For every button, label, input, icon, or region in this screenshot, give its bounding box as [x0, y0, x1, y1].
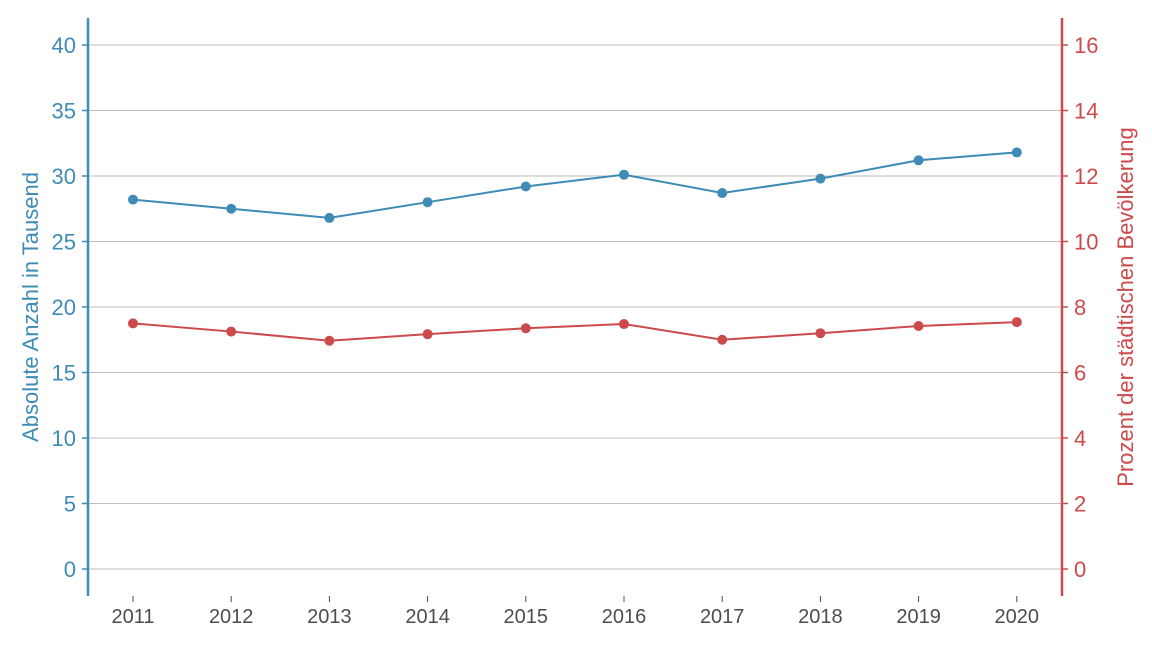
- data-point-percent: [128, 318, 138, 329]
- left-tick-label: 5: [64, 492, 76, 517]
- x-tick-labels: 2011 2012 2013 2014 2015 2016 2017 2018 2019 2020: [111, 596, 1039, 628]
- left-y-tick-labels: 0 5 10 15 20 25 30 35 40: [52, 33, 88, 582]
- data-point-absolute-count: [128, 194, 138, 205]
- data-point-absolute-count: [422, 197, 433, 208]
- data-point-absolute-count: [226, 203, 237, 214]
- data-point-percent: [520, 323, 531, 334]
- left-y-axis-title: Absolute Anzahl in Tausend: [18, 172, 43, 442]
- x-tick-label: 2015: [504, 606, 549, 628]
- x-tick-label: 2017: [700, 606, 745, 628]
- left-tick-label: 25: [52, 230, 76, 255]
- data-point-percent: [717, 334, 728, 345]
- data-point-absolute-count: [717, 188, 728, 199]
- left-tick-label: 40: [52, 33, 76, 58]
- x-tick-label: 2014: [405, 606, 450, 628]
- x-tick-label: 2011: [111, 606, 154, 628]
- right-tick-label: 16: [1074, 33, 1098, 58]
- x-tick-label: 2020: [995, 606, 1040, 628]
- x-tick-label: 2013: [307, 606, 352, 628]
- right-y-axis-title: Prozent der städtischen Bevölkerung: [1113, 127, 1138, 487]
- left-tick-label: 0: [64, 557, 76, 582]
- right-tick-label: 10: [1074, 230, 1098, 255]
- gridlines: [88, 44, 1062, 570]
- data-point-percent: [815, 328, 826, 339]
- data-point-percent: [226, 326, 237, 337]
- data-point-percent: [422, 329, 433, 340]
- right-tick-label: 8: [1074, 295, 1086, 320]
- right-y-tick-labels: 0 2 4 6 8 10 12 14 16: [1062, 33, 1098, 582]
- left-tick-label: 20: [52, 295, 76, 320]
- data-point-absolute-count: [324, 212, 335, 223]
- right-tick-label: 14: [1074, 99, 1098, 124]
- data-point-absolute-count: [520, 181, 531, 192]
- left-tick-label: 30: [52, 164, 76, 189]
- left-tick-label: 10: [52, 426, 76, 451]
- series-line-absolute-count: [132, 151, 1017, 219]
- left-tick-label: 35: [52, 99, 76, 124]
- left-tick-label: 15: [52, 361, 76, 386]
- right-tick-label: 0: [1074, 557, 1086, 582]
- right-tick-label: 12: [1074, 164, 1098, 189]
- data-point-absolute-count: [815, 173, 826, 184]
- x-tick-label: 2018: [798, 606, 843, 628]
- data-point-percent: [324, 335, 335, 346]
- right-tick-label: 4: [1074, 426, 1086, 451]
- data-point-absolute-count: [619, 169, 629, 180]
- series-layer: [128, 147, 1022, 346]
- data-point-percent: [913, 320, 924, 331]
- data-point-absolute-count: [1011, 147, 1022, 158]
- x-tick-label: 2019: [896, 606, 941, 628]
- data-point-absolute-count: [913, 155, 924, 166]
- series-line-percent: [132, 321, 1017, 342]
- right-tick-label: 6: [1074, 361, 1086, 386]
- data-point-percent: [1011, 317, 1022, 328]
- data-point-percent: [619, 319, 629, 330]
- right-tick-label: 2: [1074, 492, 1086, 517]
- x-tick-label: 2012: [209, 606, 254, 628]
- x-tick-label: 2016: [602, 606, 647, 628]
